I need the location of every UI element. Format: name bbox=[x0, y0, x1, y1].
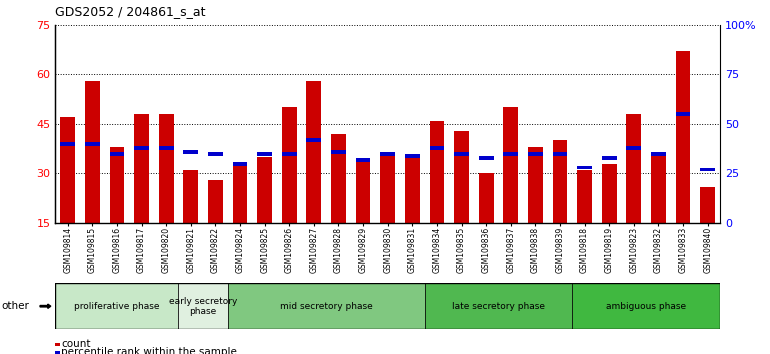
Bar bbox=[528, 152, 543, 156]
Bar bbox=[627, 114, 641, 223]
Bar bbox=[183, 150, 198, 154]
Bar bbox=[651, 154, 666, 223]
Bar bbox=[454, 152, 469, 156]
Bar bbox=[282, 107, 296, 223]
Bar bbox=[424, 283, 572, 329]
Bar bbox=[504, 152, 518, 156]
Text: count: count bbox=[61, 339, 91, 349]
Bar bbox=[627, 146, 641, 150]
Bar bbox=[578, 166, 592, 170]
Bar bbox=[504, 107, 518, 223]
Bar bbox=[208, 180, 223, 223]
Bar bbox=[257, 152, 272, 156]
Bar bbox=[109, 152, 124, 156]
Bar bbox=[85, 142, 100, 146]
Bar bbox=[356, 158, 370, 161]
Bar bbox=[430, 121, 444, 223]
Text: ambiguous phase: ambiguous phase bbox=[606, 302, 686, 311]
Bar bbox=[183, 170, 198, 223]
Bar bbox=[306, 138, 321, 142]
Bar bbox=[331, 134, 346, 223]
Bar bbox=[208, 152, 223, 156]
Bar bbox=[430, 146, 444, 150]
Bar bbox=[60, 142, 75, 146]
Bar bbox=[405, 154, 420, 158]
Bar bbox=[651, 152, 666, 156]
Bar bbox=[479, 156, 494, 160]
Bar bbox=[528, 147, 543, 223]
Text: mid secretory phase: mid secretory phase bbox=[280, 302, 373, 311]
Bar bbox=[675, 51, 691, 223]
Bar bbox=[380, 152, 395, 156]
Text: percentile rank within the sample: percentile rank within the sample bbox=[61, 347, 237, 354]
Bar bbox=[405, 157, 420, 223]
Bar bbox=[572, 283, 720, 329]
Bar bbox=[55, 283, 179, 329]
Bar bbox=[602, 164, 617, 223]
Text: late secretory phase: late secretory phase bbox=[452, 302, 545, 311]
Bar bbox=[553, 152, 567, 156]
Bar bbox=[282, 152, 296, 156]
Text: other: other bbox=[2, 301, 29, 311]
Bar bbox=[109, 147, 124, 223]
Bar bbox=[700, 187, 715, 223]
Bar bbox=[228, 283, 424, 329]
Bar bbox=[233, 164, 247, 223]
Bar bbox=[159, 114, 173, 223]
Bar bbox=[454, 131, 469, 223]
Bar bbox=[159, 146, 173, 150]
Bar bbox=[675, 112, 691, 116]
Bar bbox=[233, 161, 247, 166]
Bar bbox=[356, 160, 370, 223]
Bar bbox=[700, 167, 715, 171]
Bar bbox=[134, 114, 149, 223]
Bar bbox=[380, 154, 395, 223]
Bar bbox=[60, 117, 75, 223]
Text: proliferative phase: proliferative phase bbox=[74, 302, 159, 311]
Text: GDS2052 / 204861_s_at: GDS2052 / 204861_s_at bbox=[55, 5, 206, 18]
Text: early secretory
phase: early secretory phase bbox=[169, 297, 237, 316]
Bar bbox=[257, 157, 272, 223]
Bar bbox=[331, 150, 346, 154]
Bar bbox=[85, 81, 100, 223]
Bar bbox=[134, 146, 149, 150]
Bar bbox=[479, 173, 494, 223]
Bar bbox=[602, 156, 617, 160]
Bar bbox=[578, 170, 592, 223]
Bar bbox=[179, 283, 228, 329]
Bar bbox=[553, 141, 567, 223]
Bar bbox=[306, 81, 321, 223]
